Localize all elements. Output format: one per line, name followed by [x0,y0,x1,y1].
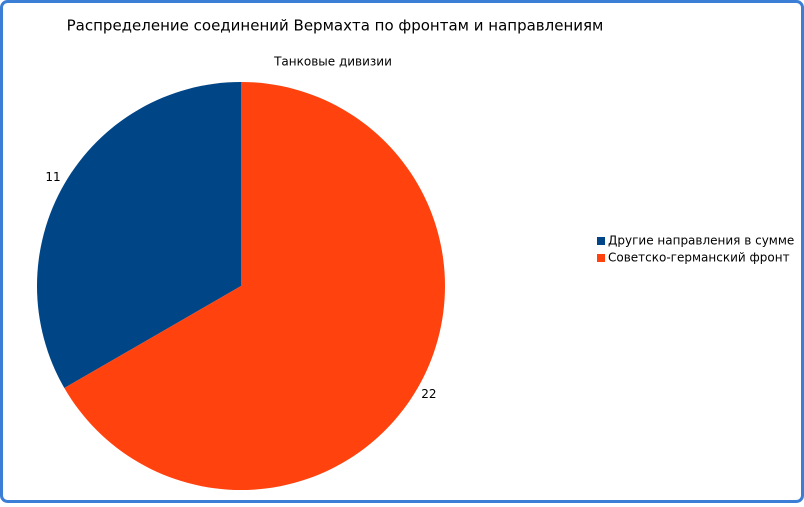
legend-label: Другие направления в сумме [608,234,794,248]
legend-label: Советско-германский фронт [608,251,790,265]
data-label: 11 [45,170,60,184]
chart-title: Распределение соединений Вермахта по фро… [67,17,604,35]
chart-subtitle: Танковые дивизии [273,55,392,69]
legend-swatch [597,254,605,262]
pie-slice [64,82,446,490]
pie-slice [36,82,241,388]
legend-swatch [597,237,605,245]
data-label: 22 [421,387,436,401]
